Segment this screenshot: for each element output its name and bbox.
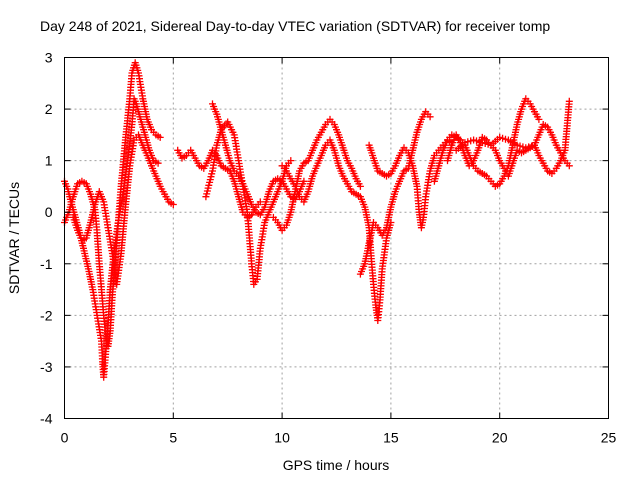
- data-point: [169, 201, 177, 208]
- y-tick-label: -1: [40, 256, 53, 272]
- series-track-12: [444, 121, 573, 180]
- data-point: [565, 162, 573, 170]
- data-point: [356, 182, 364, 190]
- x-tick-label: 10: [274, 430, 290, 446]
- y-tick-label: -4: [40, 411, 53, 427]
- data-point: [300, 177, 308, 185]
- series-track-9: [356, 108, 434, 278]
- plot-frame: [64, 57, 609, 419]
- series-track-5: [202, 118, 295, 288]
- data-point: [426, 113, 434, 121]
- x-tick-label: 15: [383, 430, 399, 446]
- y-tick-label: 0: [45, 204, 53, 220]
- series-track-10: [365, 136, 456, 232]
- data-points: [61, 59, 573, 381]
- y-tick-label: 1: [45, 153, 53, 169]
- x-tick-label: 5: [169, 430, 177, 446]
- data-point: [154, 159, 162, 167]
- y-tick-label: -3: [40, 359, 53, 375]
- series-track-1: [61, 95, 162, 381]
- series-track-2: [61, 59, 164, 350]
- data-point: [535, 115, 543, 123]
- y-axis-title: SDTVAR / TECUs: [6, 182, 22, 294]
- x-axis-title: GPS time / hours: [283, 457, 390, 473]
- data-point: [565, 97, 573, 105]
- data-point: [287, 157, 295, 165]
- x-tick-label: 25: [601, 430, 617, 446]
- chart-title: Day 248 of 2021, Sidereal Day-to-day VTE…: [40, 18, 550, 34]
- axis-ticks: 0 5 10 15 20 25 -4 -3 -2 -1 0 1 2 3: [40, 50, 616, 446]
- series-track-3: [69, 131, 177, 288]
- series-track-13: [452, 97, 573, 177]
- series-track-7: [269, 115, 364, 234]
- y-tick-label: 2: [45, 101, 53, 117]
- data-point: [156, 133, 164, 141]
- grid: [64, 57, 609, 419]
- y-tick-label: 3: [45, 50, 53, 66]
- series-track-8: [278, 136, 395, 324]
- y-tick-label: -2: [40, 307, 53, 323]
- x-tick-label: 20: [492, 430, 508, 446]
- x-tick-label: 0: [61, 430, 69, 446]
- series-track-4: [174, 146, 264, 221]
